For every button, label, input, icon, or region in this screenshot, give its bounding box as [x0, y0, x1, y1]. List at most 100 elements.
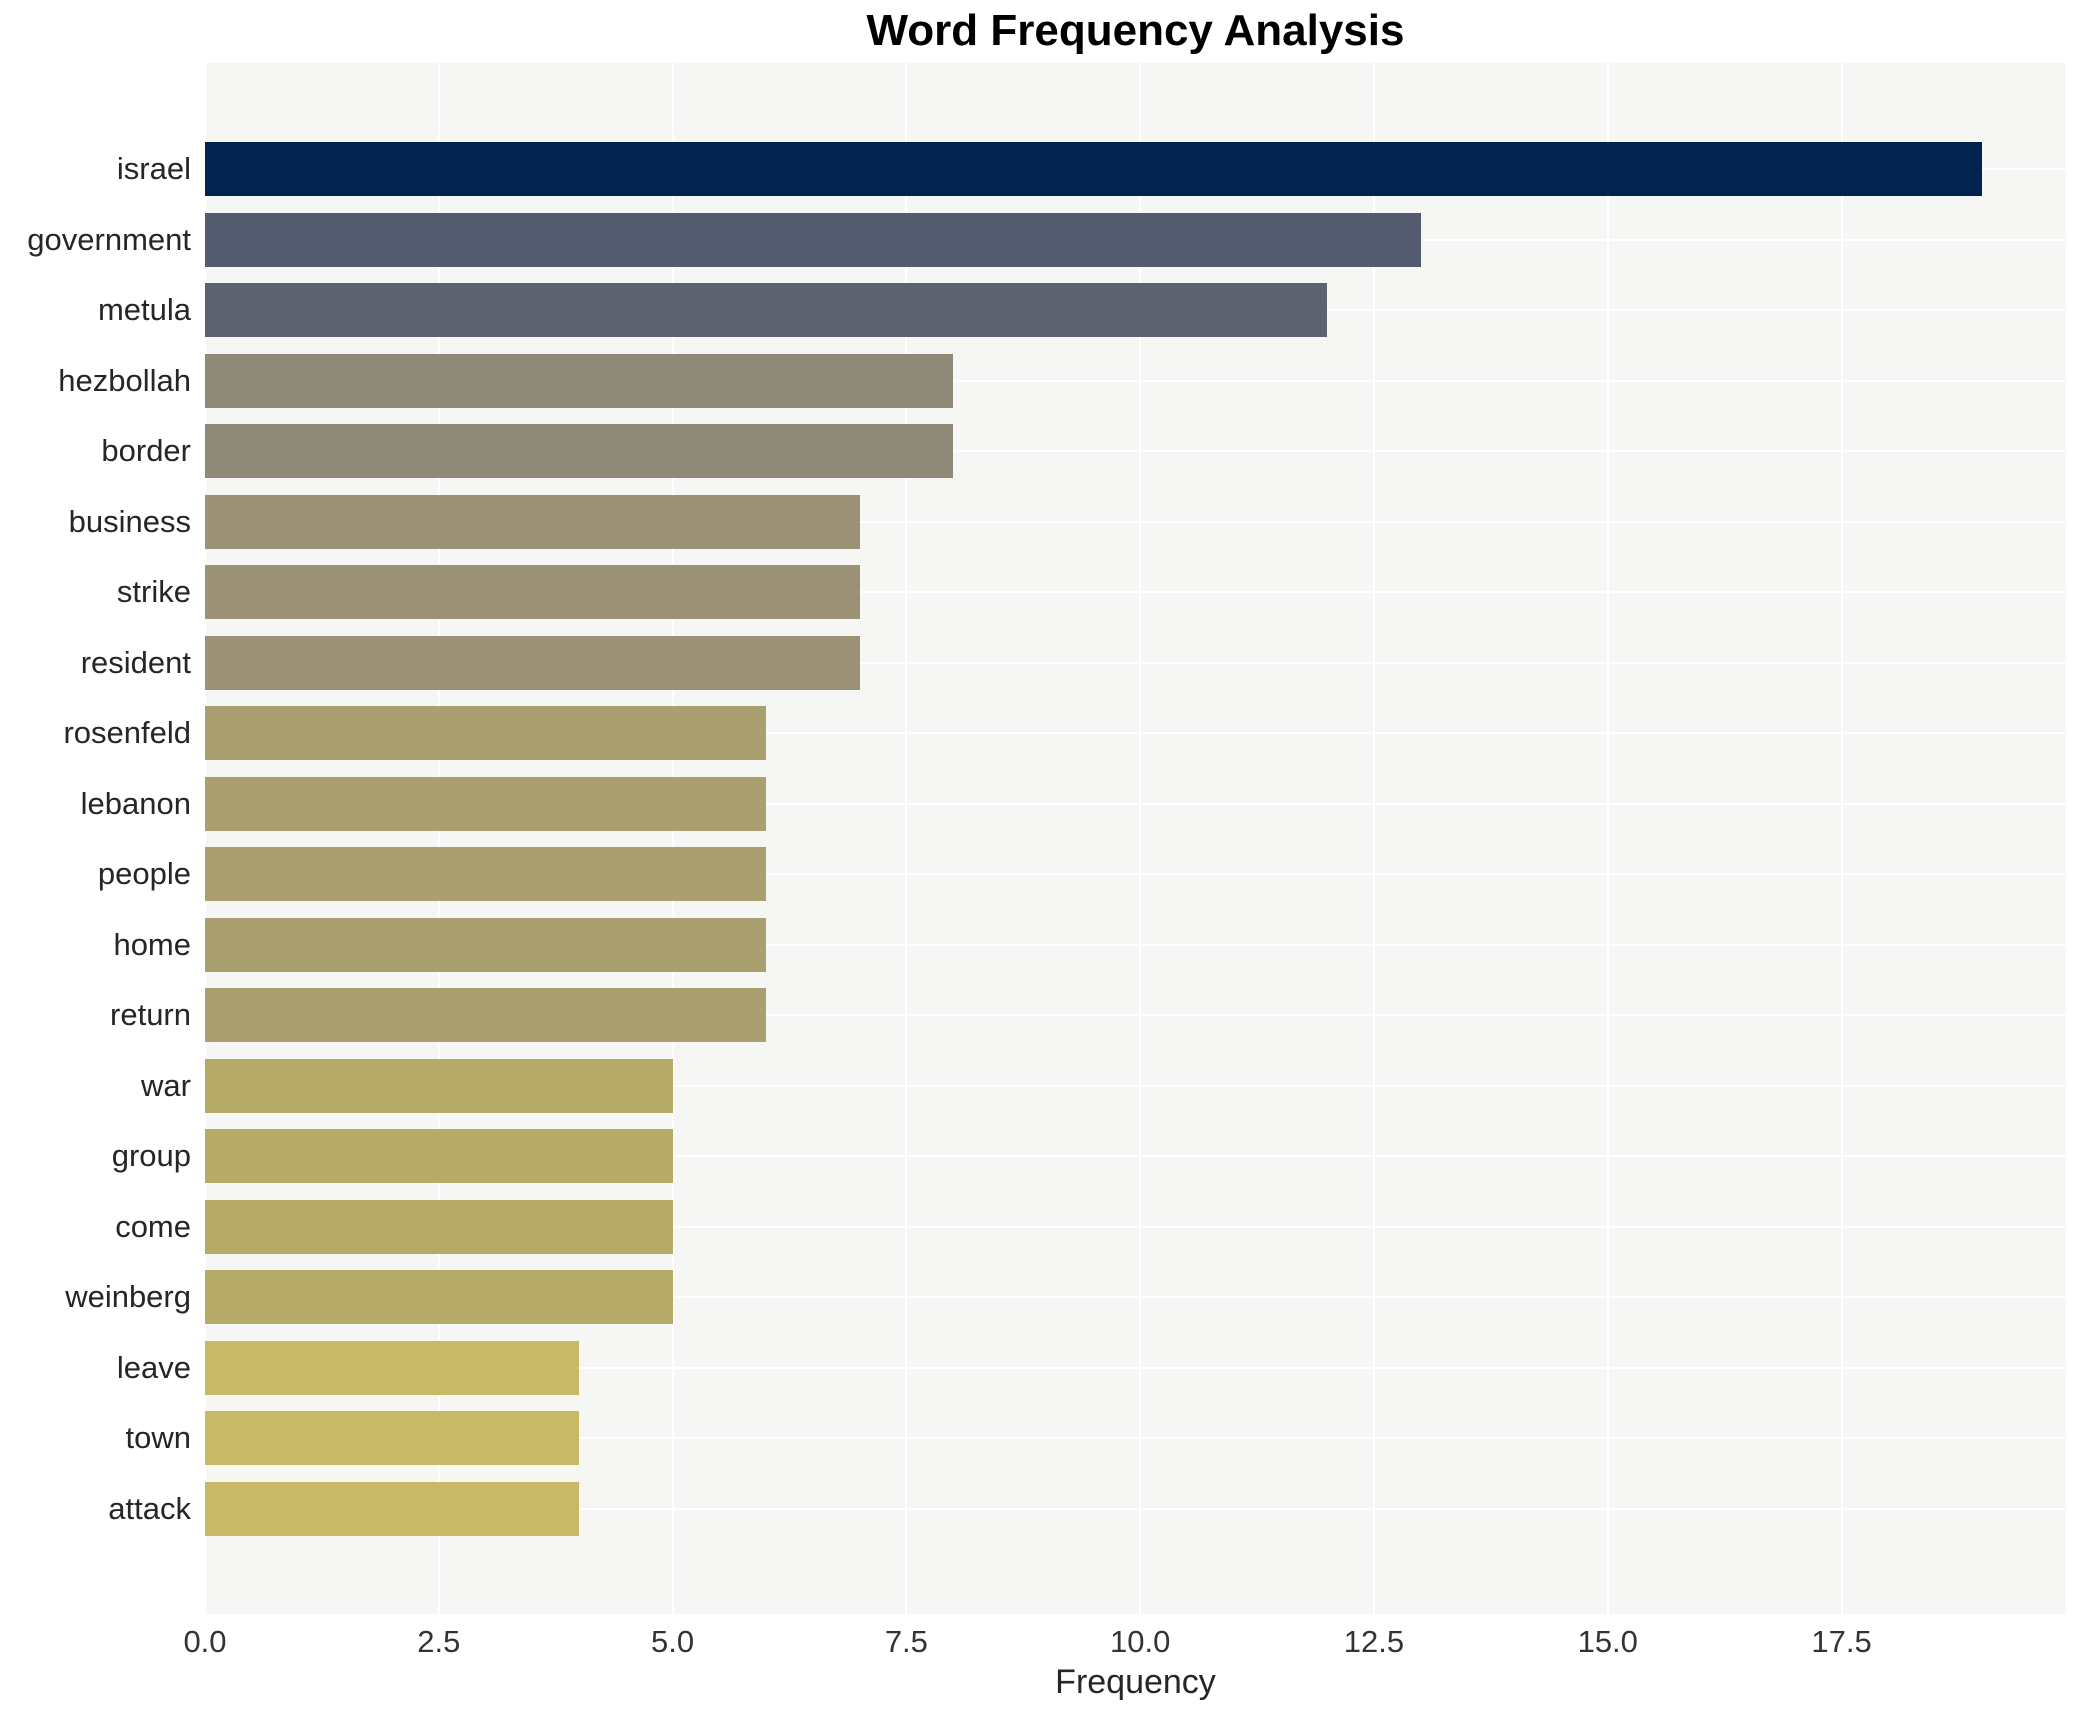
frequency-bar	[205, 424, 954, 479]
x-tick-label: 0.0	[183, 1624, 227, 1659]
bar-track	[205, 416, 2066, 487]
x-axis-label: Frequency	[1055, 1663, 1216, 1701]
bar-row: home	[0, 910, 2085, 981]
bar-track	[205, 346, 2066, 417]
category-label: metula	[97, 292, 191, 327]
category-label: come	[115, 1208, 191, 1244]
bar-track	[205, 910, 2066, 981]
chart-title: Word Frequency Analysis	[866, 6, 1405, 55]
horizontal-gridline	[205, 1014, 2066, 1017]
x-tick-label: 12.5	[1343, 1624, 1405, 1659]
bar-track	[205, 1262, 2066, 1333]
horizontal-gridline	[205, 1296, 2066, 1299]
bar-row: business	[0, 487, 2085, 558]
horizontal-gridline	[205, 1155, 2066, 1158]
bar-track	[205, 1051, 2066, 1122]
category-label: attack	[108, 1490, 191, 1526]
bar-row: strike	[0, 557, 2085, 628]
bar-track	[205, 698, 2066, 769]
category-label: israel	[116, 151, 191, 186]
category-label: hezbollah	[58, 362, 191, 398]
bar-track	[205, 1121, 2066, 1192]
horizontal-gridline	[205, 732, 2066, 735]
vertical-gridline	[671, 63, 674, 1614]
category-label: resident	[80, 644, 191, 680]
frequency-bar	[205, 1058, 673, 1113]
horizontal-gridline	[205, 1225, 2066, 1228]
horizontal-gridline	[205, 873, 2066, 876]
vertical-gridline	[1606, 63, 1609, 1614]
frequency-bar	[205, 706, 767, 761]
frequency-bar	[205, 1199, 673, 1254]
frequency-bar	[205, 635, 860, 690]
bar-row: people	[0, 839, 2085, 910]
bar-row: attack	[0, 1474, 2085, 1545]
bar-track	[205, 980, 2066, 1051]
category-label: weinberg	[65, 1279, 191, 1314]
bar-track	[205, 275, 2066, 346]
bar-row: lebanon	[0, 769, 2085, 840]
x-tick-label: 2.5	[417, 1624, 461, 1659]
x-tick-label: 5.0	[651, 1624, 695, 1659]
frequency-bar	[205, 988, 767, 1043]
bar-row: border	[0, 416, 2085, 487]
frequency-bar	[205, 565, 860, 620]
vertical-gridline	[1139, 63, 1142, 1614]
bar-row: return	[0, 980, 2085, 1051]
frequency-bar	[205, 353, 954, 408]
frequency-bar	[205, 142, 1982, 197]
horizontal-gridline	[205, 379, 2066, 382]
horizontal-gridline	[205, 943, 2066, 946]
bar-row: resident	[0, 628, 2085, 699]
bar-track	[205, 628, 2066, 699]
bar-row: town	[0, 1403, 2085, 1474]
bar-track	[205, 134, 2066, 205]
category-label: government	[27, 221, 191, 257]
frequency-bar	[205, 776, 767, 831]
frequency-bar	[205, 1270, 673, 1325]
bar-row: government	[0, 205, 2085, 276]
bar-row: hezbollah	[0, 346, 2085, 417]
category-label: lebanon	[80, 785, 191, 821]
horizontal-gridline	[205, 661, 2066, 664]
category-label: group	[111, 1138, 191, 1173]
category-label: home	[113, 926, 191, 962]
vertical-gridline	[204, 63, 206, 1614]
frequency-bar	[205, 283, 1328, 338]
category-label: business	[68, 503, 191, 539]
category-label: border	[101, 433, 191, 468]
horizontal-gridline	[205, 802, 2066, 805]
bar-track	[205, 1192, 2066, 1263]
frequency-bar	[205, 1411, 580, 1466]
frequency-bar	[205, 212, 1421, 267]
vertical-gridline	[1840, 63, 1843, 1614]
category-label: war	[141, 1067, 191, 1103]
vertical-gridline	[437, 63, 440, 1614]
frequency-bar	[205, 1340, 580, 1395]
vertical-gridline	[905, 63, 908, 1614]
frequency-bar	[205, 1481, 580, 1536]
category-label: people	[97, 856, 191, 891]
bar-row: israel	[0, 134, 2085, 205]
bar-row: leave	[0, 1333, 2085, 1404]
bar-track	[205, 1333, 2066, 1404]
bar-row: weinberg	[0, 1262, 2085, 1333]
frequency-bar	[205, 1129, 673, 1184]
bar-row: metula	[0, 275, 2085, 346]
x-tick-label: 17.5	[1811, 1624, 1872, 1659]
bar-track	[205, 839, 2066, 910]
frequency-bar	[205, 917, 767, 972]
horizontal-gridline	[205, 1366, 2066, 1369]
vertical-gridline	[1372, 63, 1375, 1614]
horizontal-gridline	[205, 1507, 2066, 1510]
bar-row: group	[0, 1121, 2085, 1192]
bar-track	[205, 1474, 2066, 1545]
horizontal-gridline	[205, 591, 2066, 594]
bar-track	[205, 487, 2066, 558]
bar-track	[205, 205, 2066, 276]
frequency-bar	[205, 847, 767, 902]
bar-track	[205, 557, 2066, 628]
horizontal-gridline	[205, 1437, 2066, 1440]
category-label: leave	[116, 1349, 191, 1385]
